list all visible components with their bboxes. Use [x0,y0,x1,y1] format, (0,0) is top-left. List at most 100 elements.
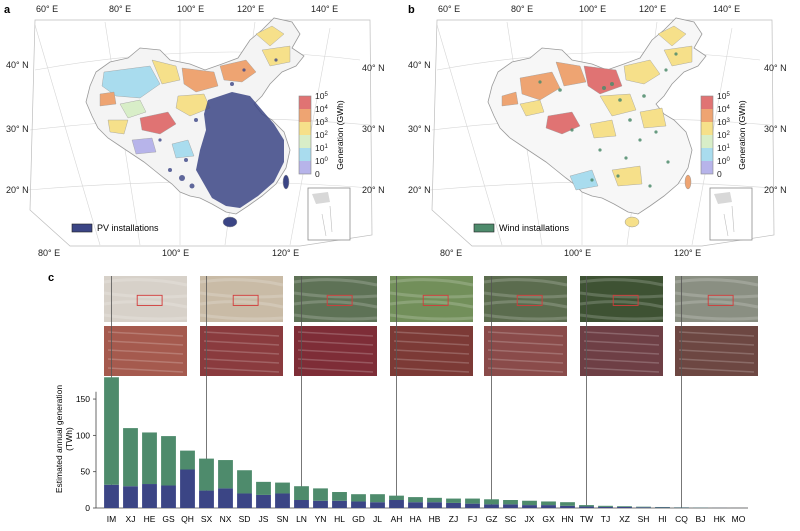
bar-segment-pv [218,488,233,508]
satellite-texture [103,291,188,299]
panel-array-rows [678,367,755,373]
panel-a-lat-tick-right: 30° N [362,124,385,134]
bar-segment-pv [180,469,195,508]
panel-c-letter: c [48,272,54,284]
panel-array-rows [583,358,660,364]
panel-array-rows [487,331,564,337]
x-tick-label: HB [429,514,441,524]
y-axis-ticks: 0 50 100 150 [76,394,96,513]
x-tick-label: XJ [126,514,136,524]
panel-b-lat-tick-right: 20° N [764,185,787,195]
colorbar-b-tick-base: 10 [717,130,727,140]
satellite-texture [579,291,664,299]
satellite-image-pv [200,326,283,376]
bar-segment-wind [541,501,556,506]
panel-a-legend-swatch [71,223,93,233]
colorbar-a-swatch [299,135,311,148]
satellite-texture [389,291,474,299]
panel-array-rows [297,331,374,337]
colorbar-a-swatch [299,122,311,135]
satellite-texture [483,300,568,309]
y-axis-label: Estimated annual generation(TWh) [54,385,74,493]
satellite-texture [674,300,759,309]
colorbar-a-tick-base: 10 [315,143,325,153]
panel-array-rows [203,358,280,364]
bar-segment-wind [389,495,404,501]
panel-array-rows [107,367,184,373]
x-tick-label: TW [580,514,593,524]
colorbar-a-swatch [299,96,311,109]
svg-text:103: 103 [717,117,730,127]
colorbar-b-tick-exp: 1 [726,144,730,150]
bar-segment-pv [522,505,537,508]
bar-segment-pv [142,484,157,508]
colorbar-b-tick-zero: 0 [717,169,722,179]
x-tick-label: HN [561,514,573,524]
svg-text:102: 102 [315,130,328,140]
satellite-image-pv [484,326,567,376]
panel-a-lon-tick-top: 80° E [109,4,131,14]
satellite-image-pv [675,326,758,376]
satellite-texture [579,313,664,321]
panel-a-inset-land [312,192,330,204]
panel-array-rows [203,340,280,346]
satellite-texture [674,278,759,287]
panel-a-legend-label: PV installations [97,223,159,233]
bar-segment-pv [389,500,404,508]
panel-a-lon-tick-top: 120° E [237,4,264,14]
colorbar-b-tick-exp: 4 [726,105,730,111]
x-tick-label: SC [505,514,517,524]
x-tick-label: SX [201,514,213,524]
bar-segment-pv [256,494,271,508]
bar-segment-pv [503,504,518,508]
bar-segment-wind [142,432,157,485]
panel-a-lon-tick-bottom: 80° E [38,248,60,258]
bar-segment-pv [104,484,119,508]
bar-segment-pv [370,502,385,508]
x-tick-label: NX [220,514,232,524]
x-tick-label: CQ [675,514,688,524]
satellite-texture [103,300,188,309]
bar-segment-pv [560,505,575,508]
colorbar-a-tick-base: 10 [315,156,325,166]
bar-segment-pv [598,506,613,508]
bar-segment-wind [503,500,518,505]
colorbar-b-tick-base: 10 [717,117,727,127]
panel-array-rows [297,340,374,346]
x-tick-label: HK [714,514,726,524]
panel-b-legend-swatch [473,223,495,233]
panel-a-china-outline [85,17,305,215]
panel-b-lon-tick-top: 100° E [579,4,606,14]
bar-segment-pv [237,493,252,508]
bar-segment-wind [408,497,423,503]
panel-array-rows [487,367,564,373]
panel-array-rows [678,349,755,355]
colorbar-a-tick-base: 10 [315,104,325,114]
colorbar-a-swatch [299,148,311,161]
svg-text:101: 101 [717,143,730,153]
bar-segment-pv [446,502,461,508]
satellite-texture [293,291,378,299]
panel-array-rows [393,358,470,364]
panel-a-lon-tick-top: 60° E [36,4,58,14]
panel-array-rows [393,331,470,337]
panel-array-rows [107,340,184,346]
bar-segment-wind [123,428,138,487]
colorbar-b-swatch [701,148,713,161]
satellite-texture [293,313,378,321]
satellite-texture [293,278,378,287]
bar-segment-pv [408,502,423,508]
bar-segment-pv [161,485,176,508]
bars [104,377,746,508]
bar-segment-wind [237,470,252,494]
panel-b-legend-label: Wind installations [499,223,570,233]
satellite-image-wind [580,276,663,322]
y-axis-label-line: (TWh) [64,427,74,451]
turbine-highlight-box [612,294,639,306]
satellite-texture [199,313,284,321]
x-tick-label: SH [638,514,650,524]
panel-array-rows [678,340,755,346]
bar-segment-wind [465,498,480,504]
panel-array-rows [583,340,660,346]
